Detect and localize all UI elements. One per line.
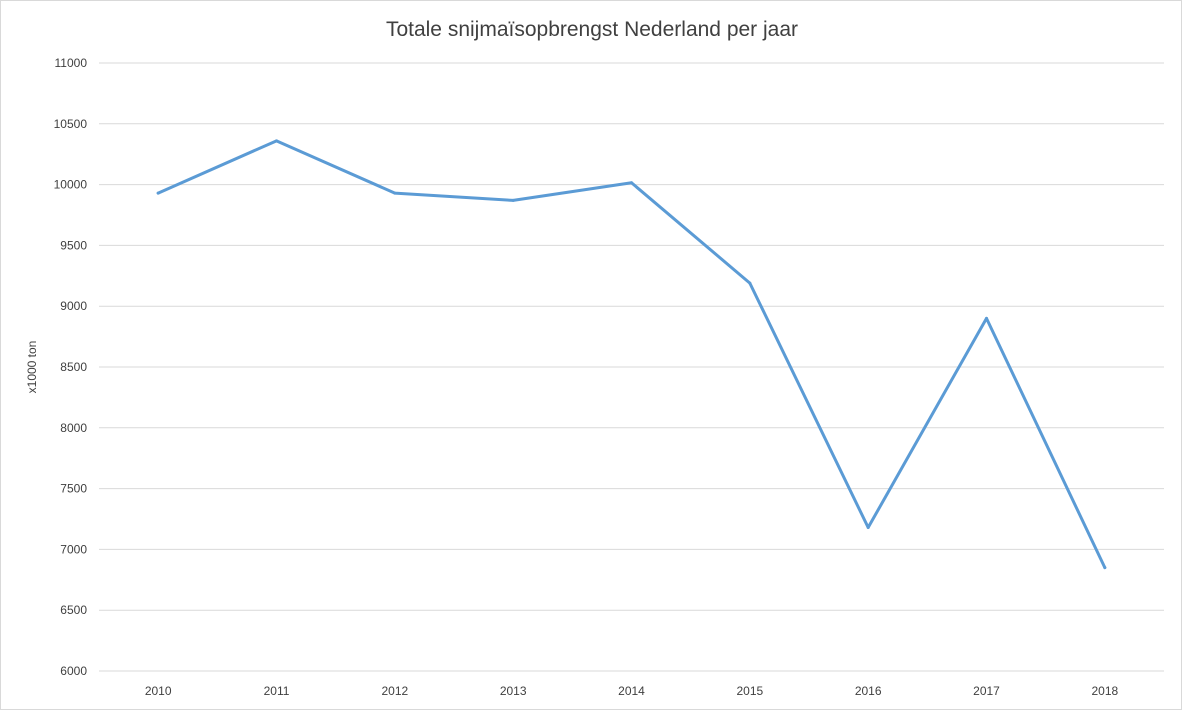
- x-tick-label: 2017: [973, 684, 1000, 698]
- y-tick-label: 11000: [55, 56, 88, 70]
- data-point: [156, 191, 160, 195]
- x-tick-label: 2011: [264, 684, 290, 698]
- data-point: [275, 139, 278, 143]
- x-tick-label: 2014: [618, 684, 645, 698]
- data-point: [511, 198, 515, 202]
- y-tick-label: 8000: [60, 421, 87, 435]
- y-tick-label: 6000: [60, 664, 87, 678]
- data-point: [985, 316, 988, 320]
- series-line: [156, 139, 1107, 570]
- y-tick-label: 9500: [60, 238, 87, 252]
- x-tick-label: 2016: [855, 684, 882, 698]
- x-tick-label: 2013: [500, 684, 527, 698]
- x-tick-label: 2012: [381, 684, 408, 698]
- x-tick-label: 2018: [1091, 684, 1118, 698]
- y-tick-label: 10500: [54, 117, 88, 131]
- y-tick-label: 7000: [60, 542, 87, 556]
- data-point: [630, 181, 633, 185]
- y-tick-label: 10000: [54, 178, 88, 192]
- x-tick-label: 2015: [736, 684, 763, 698]
- data-point: [748, 281, 752, 285]
- data-point: [866, 526, 870, 530]
- data-point: [1103, 566, 1107, 570]
- y-tick-label: 8500: [60, 360, 87, 374]
- data-point: [393, 191, 397, 195]
- y-tick-label: 7500: [60, 482, 87, 496]
- y-tick-label: 9000: [60, 299, 87, 313]
- x-tick-label: 2010: [145, 684, 172, 698]
- chart-title: Totale snijmaïsopbrengst Nederland per j…: [385, 18, 799, 41]
- y-tick-label: 6500: [60, 603, 87, 617]
